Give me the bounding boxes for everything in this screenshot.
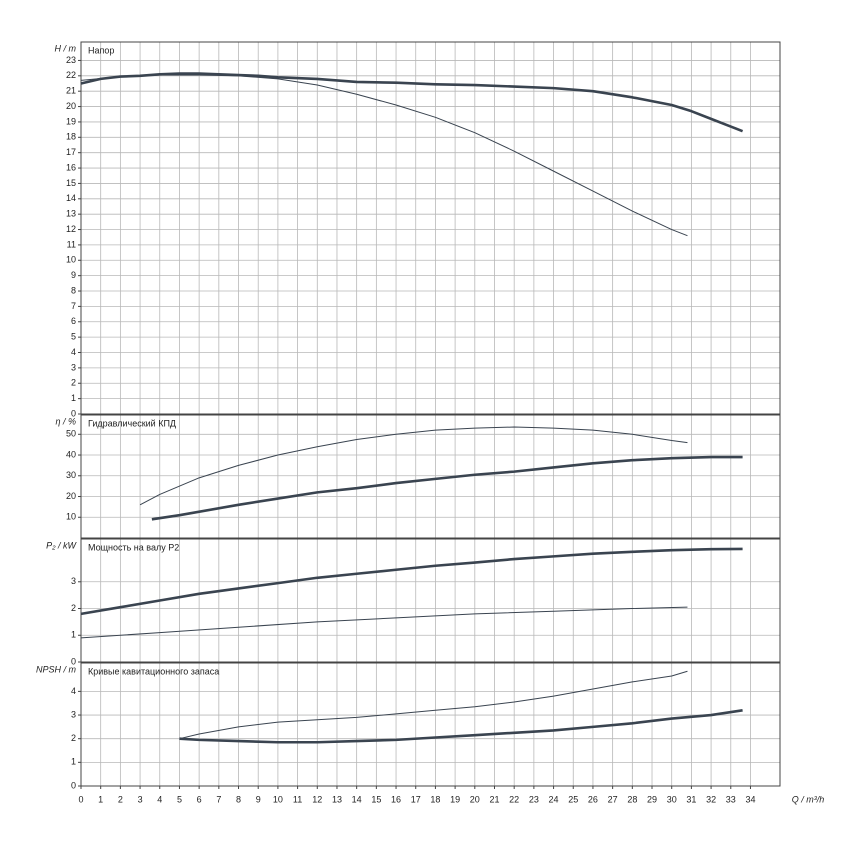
y-tick-label: 16 [66, 162, 76, 172]
x-tick-label: 24 [549, 794, 559, 804]
y-tick-label: 0 [71, 780, 76, 790]
x-tick-label: 0 [78, 794, 83, 804]
panel-title: Напор [88, 45, 114, 55]
y-tick-label: 2 [71, 603, 76, 613]
x-tick-label: 16 [391, 794, 401, 804]
y-tick-label: 2 [71, 733, 76, 743]
x-tick-label: 12 [312, 794, 322, 804]
panel-title: Гидравлический КПД [88, 418, 176, 428]
x-tick-label: 4 [157, 794, 162, 804]
y-tick-label: 9 [71, 270, 76, 280]
x-tick-label: 21 [489, 794, 499, 804]
y-tick-label: 2 [71, 378, 76, 388]
y-tick-label: 17 [66, 147, 76, 157]
y-axis-label: NPSH / m [36, 664, 77, 674]
x-tick-label: 22 [509, 794, 519, 804]
x-tick-label: 25 [568, 794, 578, 804]
y-tick-label: 1 [71, 757, 76, 767]
y-tick-label: 7 [71, 301, 76, 311]
y-tick-label: 6 [71, 316, 76, 326]
x-tick-label: 9 [256, 794, 261, 804]
y-tick-label: 3 [71, 576, 76, 586]
y-tick-label: 10 [66, 512, 76, 522]
x-tick-label: 30 [667, 794, 677, 804]
panel-title: Мощность на валу P2 [88, 542, 179, 552]
y-tick-label: 1 [71, 630, 76, 640]
x-tick-label: 11 [293, 794, 302, 804]
x-tick-label: 26 [588, 794, 598, 804]
y-tick-label: 15 [66, 178, 76, 188]
y-tick-label: 10 [66, 255, 76, 265]
x-tick-label: 20 [470, 794, 480, 804]
x-tick-label: 10 [273, 794, 283, 804]
x-tick-label: 2 [118, 794, 123, 804]
y-axis-label: P₂ / kW [46, 540, 77, 550]
x-tick-label: 27 [608, 794, 618, 804]
y-tick-label: 14 [66, 193, 76, 203]
x-tick-label: 5 [177, 794, 182, 804]
y-tick-label: 3 [71, 362, 76, 372]
y-tick-label: 23 [66, 55, 76, 65]
y-tick-label: 13 [66, 209, 76, 219]
y-tick-label: 3 [71, 709, 76, 719]
x-tick-label: 8 [236, 794, 241, 804]
y-tick-label: 20 [66, 491, 76, 501]
y-tick-label: 5 [71, 332, 76, 342]
y-tick-label: 4 [71, 347, 76, 357]
y-tick-label: 50 [66, 429, 76, 439]
x-axis-label: Q / m³/h [792, 794, 825, 804]
x-tick-label: 32 [706, 794, 716, 804]
curve [80, 72, 744, 133]
x-tick-label: 3 [138, 794, 143, 804]
x-tick-label: 7 [216, 794, 221, 804]
curve [80, 606, 688, 639]
y-tick-label: 40 [66, 449, 76, 459]
y-tick-label: 4 [71, 686, 76, 696]
x-tick-label: 29 [647, 794, 657, 804]
y-tick-label: 22 [66, 70, 76, 80]
curve [139, 426, 688, 506]
x-tick-label: 13 [332, 794, 342, 804]
y-tick-label: 21 [66, 86, 76, 96]
x-tick-label: 17 [411, 794, 421, 804]
curve [80, 547, 743, 616]
x-tick-label: 6 [197, 794, 202, 804]
panel-frame [80, 41, 781, 415]
curve [151, 455, 743, 521]
y-tick-label: 8 [71, 285, 76, 295]
x-tick-label: 33 [726, 794, 736, 804]
x-tick-label: 23 [529, 794, 539, 804]
x-tick-label: 18 [430, 794, 440, 804]
x-tick-label: 15 [371, 794, 381, 804]
panel-frame [80, 538, 781, 663]
y-tick-label: 0 [71, 408, 76, 418]
panel-title: Кривые кавитационного запаса [88, 666, 219, 676]
curve [179, 709, 743, 744]
y-axis-label: H / m [55, 43, 77, 53]
x-tick-label: 1 [98, 794, 103, 804]
y-tick-label: 30 [66, 470, 76, 480]
y-tick-label: 1 [71, 393, 76, 403]
y-tick-label: 12 [66, 224, 76, 234]
curve [179, 670, 688, 740]
y-tick-label: 19 [66, 116, 76, 126]
y-axis-label: η / % [55, 416, 76, 426]
y-tick-label: 11 [67, 239, 76, 249]
panel-frame [80, 662, 781, 787]
x-tick-label: 31 [686, 794, 696, 804]
y-tick-label: 0 [71, 656, 76, 666]
x-tick-label: 19 [450, 794, 460, 804]
curve [80, 74, 688, 237]
y-tick-label: 18 [66, 132, 76, 142]
x-tick-label: 34 [745, 794, 755, 804]
x-tick-label: 28 [627, 794, 637, 804]
y-tick-label: 20 [66, 101, 76, 111]
panel-frame [80, 414, 781, 539]
x-tick-label: 14 [352, 794, 362, 804]
